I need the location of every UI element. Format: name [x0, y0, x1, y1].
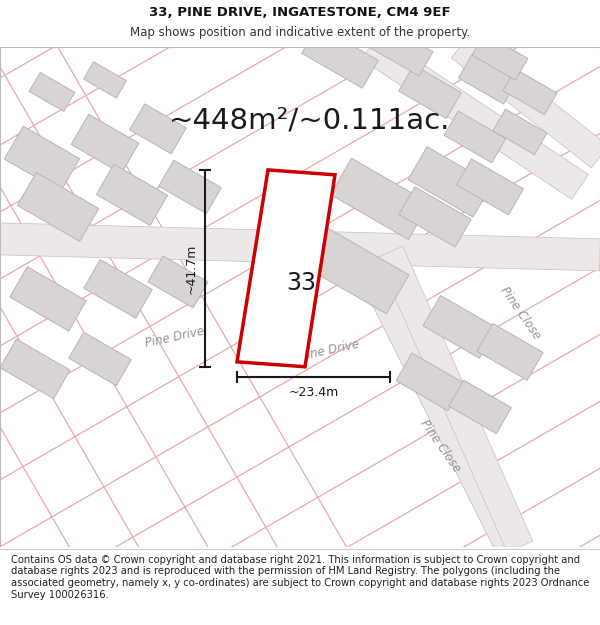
Polygon shape: [396, 353, 464, 411]
Polygon shape: [371, 290, 523, 554]
Text: Pine Drive: Pine Drive: [144, 324, 206, 350]
Polygon shape: [503, 69, 557, 115]
Polygon shape: [493, 109, 547, 155]
Polygon shape: [83, 62, 127, 98]
Polygon shape: [444, 111, 506, 162]
Text: 33, PINE DRIVE, INGATESTONE, CM4 9EF: 33, PINE DRIVE, INGATESTONE, CM4 9EF: [149, 6, 451, 19]
Polygon shape: [458, 54, 518, 104]
Polygon shape: [29, 72, 75, 111]
Polygon shape: [291, 220, 409, 314]
Polygon shape: [84, 259, 152, 318]
Polygon shape: [130, 104, 186, 154]
Polygon shape: [68, 332, 131, 386]
Polygon shape: [331, 158, 430, 239]
Text: ~448m²/~0.111ac.: ~448m²/~0.111ac.: [169, 107, 451, 135]
Text: Map shows position and indicative extent of the property.: Map shows position and indicative extent…: [130, 26, 470, 39]
Polygon shape: [97, 164, 167, 226]
Polygon shape: [10, 267, 86, 331]
Polygon shape: [71, 114, 139, 174]
Text: 33: 33: [286, 271, 316, 296]
Text: Pine Drive: Pine Drive: [299, 338, 361, 362]
Polygon shape: [237, 170, 335, 367]
Polygon shape: [377, 246, 533, 552]
Polygon shape: [398, 65, 461, 119]
Polygon shape: [477, 324, 543, 380]
Polygon shape: [148, 256, 208, 308]
Polygon shape: [4, 126, 80, 192]
Polygon shape: [408, 147, 492, 217]
Polygon shape: [457, 159, 523, 215]
Text: ~23.4m: ~23.4m: [289, 386, 338, 399]
Polygon shape: [17, 173, 98, 241]
Polygon shape: [449, 380, 511, 434]
Polygon shape: [0, 223, 600, 271]
Text: Pine Close: Pine Close: [417, 417, 463, 474]
Text: Contains OS data © Crown copyright and database right 2021. This information is : Contains OS data © Crown copyright and d…: [11, 555, 589, 599]
Polygon shape: [472, 34, 528, 80]
Text: Pine Close: Pine Close: [497, 284, 543, 341]
Polygon shape: [362, 34, 589, 199]
Polygon shape: [158, 160, 221, 214]
Text: ~41.7m: ~41.7m: [185, 243, 197, 294]
Polygon shape: [399, 187, 471, 247]
Polygon shape: [451, 36, 600, 168]
Polygon shape: [423, 296, 497, 358]
Polygon shape: [0, 339, 70, 399]
Polygon shape: [302, 26, 379, 88]
Polygon shape: [367, 22, 433, 76]
